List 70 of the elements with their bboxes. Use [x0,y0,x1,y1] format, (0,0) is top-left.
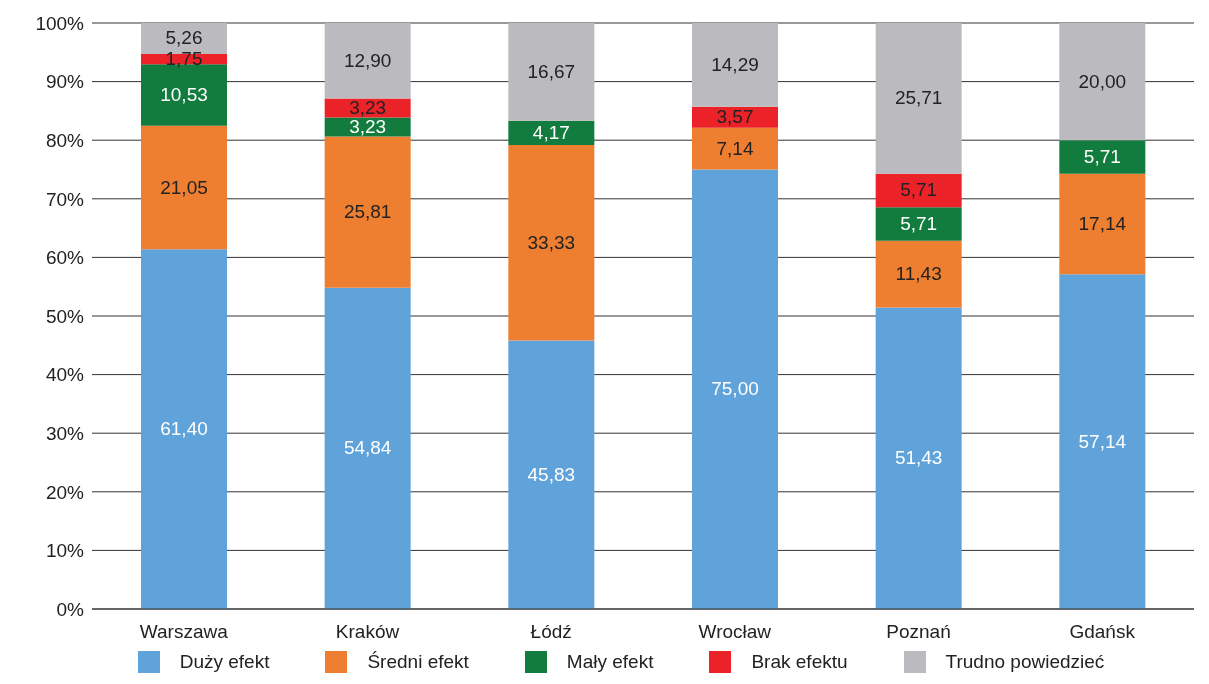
data-label: 20,00 [1078,70,1127,92]
bar [141,23,227,54]
data-label: 14,29 [711,53,759,75]
bar [875,207,962,241]
bar [508,340,595,609]
legend-label: Średni efekt [367,651,469,673]
bar [875,173,962,208]
data-label: 3,23 [349,115,387,137]
y-tick-label: 10% [45,540,85,562]
data-label: 5,26 [165,27,203,49]
x-tick-label: Kraków [335,621,400,643]
y-tick-label: 20% [45,481,85,503]
y-tick-label: 50% [45,305,85,327]
bar [141,125,227,250]
data-label: 17,14 [1078,212,1127,234]
y-tick-label: 60% [45,247,85,269]
legend-label: Mały efekt [566,651,654,673]
bar [1059,173,1146,275]
data-label: 57,14 [1078,430,1127,452]
data-label: 25,81 [343,201,392,223]
y-tick-label: 70% [45,188,85,210]
bar [692,127,778,170]
bar [875,240,962,308]
data-label: 5,71 [900,179,938,201]
y-tick-label: 80% [45,129,85,151]
y-tick-label: 0% [56,598,85,620]
bar [324,23,411,99]
legend-label: Trudno powiedzieć [945,651,1105,673]
y-tick-label: 100% [35,12,85,34]
data-label: 5,71 [900,212,938,234]
bar [141,249,227,609]
data-label: 3,57 [716,106,754,128]
bar [875,23,962,174]
data-label: 4,17 [532,121,570,143]
data-label: 45,83 [527,463,576,485]
data-label: 61,40 [160,418,208,440]
data-label: 16,67 [527,60,576,82]
data-label: 75,00 [711,378,759,400]
y-tick-label: 90% [45,71,85,93]
bar [508,145,595,341]
data-label: 10,53 [160,83,208,105]
data-label: 3,23 [349,97,387,118]
legend-label: Brak efektu [751,651,848,673]
bar [1059,274,1146,609]
x-tick-label: Wrocław [698,621,772,643]
bar [1059,140,1146,174]
y-tick-label: 40% [45,364,85,386]
bar [692,169,778,609]
x-tick-label: Gdańsk [1069,621,1136,643]
data-label: 54,84 [343,437,392,459]
bar [875,307,962,609]
x-tick-label: Poznań [886,621,951,643]
data-label: 7,14 [716,137,754,159]
data-label: 51,43 [894,447,943,469]
bar [324,136,411,288]
legend-label: Duży efekt [179,651,270,673]
data-label: 25,71 [894,87,943,109]
data-label: 12,90 [343,49,392,71]
bar [324,287,411,609]
x-tick-label: Łódź [530,621,572,643]
x-tick-label: Warszawa [139,621,229,643]
data-label: 1,75 [165,48,203,70]
data-label: 5,71 [1083,145,1121,167]
bar [1059,23,1146,141]
y-tick-label: 30% [45,422,85,444]
data-label: 33,33 [527,231,576,253]
data-label: 11,43 [895,263,942,285]
bar [508,23,595,121]
data-label: 21,05 [160,176,208,198]
bar [692,23,778,107]
